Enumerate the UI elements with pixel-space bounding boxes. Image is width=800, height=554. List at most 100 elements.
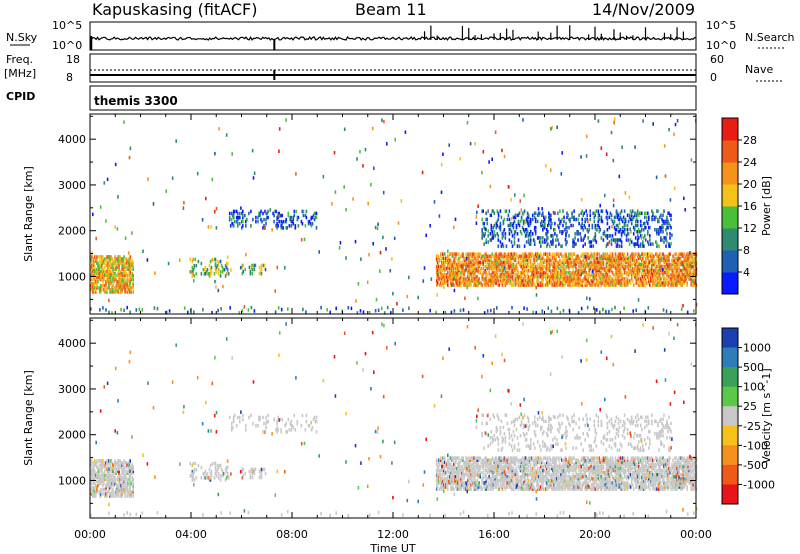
data-cell [464,281,466,285]
data-cell [443,279,445,283]
data-cell [476,266,478,271]
data-cell [612,221,615,226]
data-cell [584,268,586,273]
data-cell [600,217,603,222]
data-cell [512,256,515,261]
data-cell [490,277,493,281]
data-cell [106,492,108,496]
data-cell [657,268,659,273]
data-cell [485,211,487,215]
data-cell [120,273,122,278]
data-cell [124,282,126,286]
data-cell [202,268,205,272]
nsky-label: N.Sky [6,31,38,44]
data-cell [604,281,607,285]
data-cell [532,262,535,267]
data-cell [519,219,522,224]
data-cell [120,477,122,482]
data-cell [608,268,611,273]
data-cell [662,230,664,234]
data-cell [95,288,97,292]
data-cell [575,262,577,267]
data-cell [533,225,536,230]
data-cell [455,271,457,275]
data-cell [610,264,613,269]
data-cell [631,258,634,263]
data-cell [502,279,505,283]
data-cell [232,209,235,214]
data-cell [470,483,472,487]
data-cell [112,265,114,269]
data-cell [260,475,263,480]
data-cell [666,240,668,244]
data-cell [623,221,626,226]
data-cell [121,492,123,496]
data-cell [448,254,450,258]
data-cell [607,242,609,246]
data-cell [209,476,212,480]
data-cell [453,468,455,473]
data-cell [193,469,196,474]
data-cell [441,277,443,281]
data-cell [561,271,563,275]
data-cell [503,281,506,285]
data-cell [617,273,620,277]
data-cell [509,256,512,261]
data-cell [104,463,106,467]
data-cell [219,474,222,478]
data-cell [657,273,659,277]
data-cell [573,240,575,244]
data-cell [669,252,671,256]
data-cell [111,490,113,494]
data-cell [451,275,453,279]
data-cell [453,262,455,267]
data-cell [497,217,500,222]
data-cell [530,281,533,285]
data-cell [101,492,103,496]
data-cell [523,252,526,256]
data-cell [285,118,287,122]
data-cell [458,256,460,261]
data-cell [461,483,463,487]
data-cell [486,221,488,226]
data-cell [92,284,94,288]
data-cell [627,232,630,236]
data-cell [476,254,478,258]
data-cell [618,279,621,283]
data-cell [571,211,573,215]
data-cell [655,240,657,244]
data-cell [661,264,663,269]
data-cell [678,264,680,269]
data-cell [132,290,134,294]
data-cell [453,277,455,281]
data-cell [686,252,688,256]
data-cell [550,277,552,281]
data-cell [94,269,96,274]
data-cell [252,176,255,180]
data-cell [515,225,518,230]
data-cell [93,494,95,498]
data-cell [668,127,670,132]
data-cell [91,461,93,465]
data-cell [107,479,109,484]
data-cell [527,279,530,283]
data-cell [109,494,111,498]
data-cell [477,281,479,285]
data-cell [469,264,471,269]
data-cell [470,264,472,269]
data-cell [642,119,644,123]
data-cell [98,469,100,473]
data-cell [475,279,477,283]
data-cell [117,475,119,480]
data-cell [653,281,655,285]
data-cell [439,470,441,475]
data-cell [544,252,546,256]
data-cell [547,242,549,246]
data-cell [657,277,659,281]
data-cell [693,283,696,287]
data-cell [471,266,473,271]
data-cell [690,260,692,265]
data-cell [504,258,507,263]
data-cell [450,283,452,287]
data-cell [616,279,619,283]
